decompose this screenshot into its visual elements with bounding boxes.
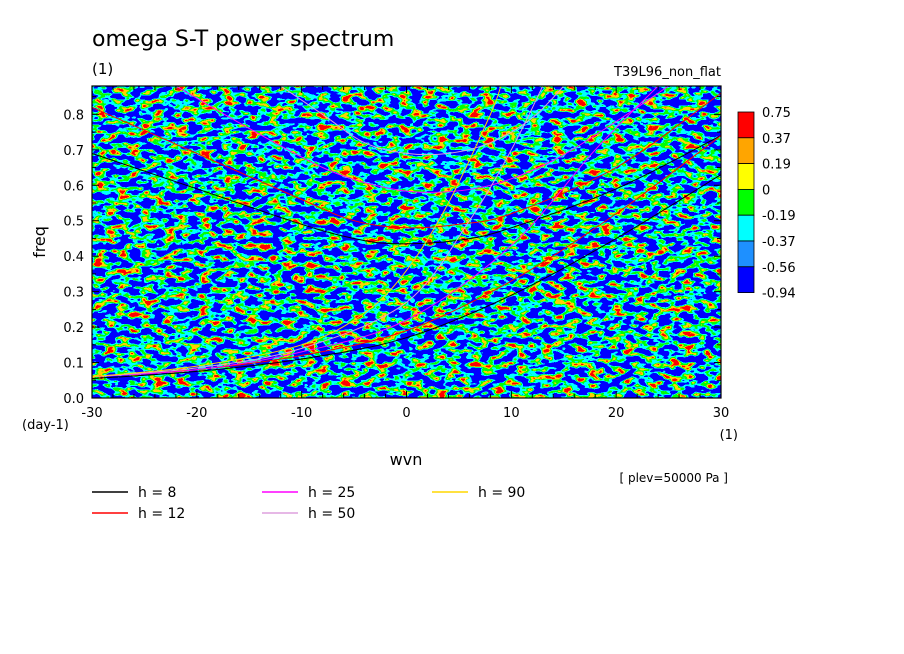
legend-label: h = 25: [308, 485, 355, 501]
colorbar-level-label: 0.19: [762, 158, 791, 173]
x-axis-unit: (1): [720, 428, 738, 443]
colorbar-level-label: 0.37: [762, 132, 791, 147]
dispersion-curve-3: [175, 86, 669, 193]
dispersion-curve-8: [92, 86, 544, 378]
dispersion-curves: [92, 86, 721, 379]
y-axis-label: freq: [30, 226, 49, 258]
y-axis: 0.0 0.1 0.2 0.3 0.4 0.5 0.6 0.7 0.8: [63, 96, 721, 407]
colorbar-level-label: -0.37: [762, 235, 796, 250]
y-tick-label: 0.2: [63, 321, 84, 336]
x-tick-label: -30: [81, 406, 102, 421]
colorbar-level-label: -0.56: [762, 261, 796, 276]
legend-label: h = 12: [138, 506, 185, 522]
chart-unit-label: (1): [92, 60, 113, 78]
dispersion-curve-4: [280, 86, 565, 156]
colorbar-swatch: [737, 163, 755, 190]
x-tick-label: 10: [503, 406, 520, 421]
run-label: T39L96_non_flat: [613, 65, 721, 80]
x-axis: -30 -20 -10 0 10 20 30: [81, 86, 729, 421]
y-tick-label: 0.5: [63, 215, 84, 230]
colorbar-swatch: [737, 214, 755, 242]
colorbar-level-label: -0.94: [762, 287, 796, 302]
y-tick-label: 0.7: [63, 144, 84, 159]
x-tick-label: -10: [291, 406, 312, 421]
colorbar-level-label: -0.19: [762, 209, 796, 224]
heatmap-field: [92, 86, 721, 398]
legend-label: h = 8: [138, 485, 176, 501]
y-tick-label: 0.8: [63, 108, 84, 123]
colorbar-swatch: [737, 188, 755, 216]
colorbar: 0.75 0.37 0.19 0 -0.19 -0.37 -0.56 -0.94: [737, 106, 796, 302]
colorbar-swatch: [737, 111, 755, 139]
dispersion-curve-7: [92, 86, 659, 378]
x-tick-label: 30: [713, 406, 730, 421]
level-note: [ plev=50000 Pa ]: [619, 471, 728, 485]
legend-label: h = 90: [478, 485, 525, 501]
x-tick-label: 0: [402, 406, 410, 421]
dispersion-curve-2: [92, 92, 721, 229]
x-axis-label: wvn: [390, 450, 423, 469]
colorbar-swatch: [737, 266, 755, 293]
colorbar-swatch: [737, 240, 755, 268]
dispersion-curve-5: [92, 174, 721, 379]
x-tick-label: 20: [608, 406, 625, 421]
colorbar-level-label: 0: [762, 183, 770, 198]
y-axis-unit: (day-1): [22, 418, 69, 433]
y-tick-label: 0.0: [63, 392, 84, 407]
y-tick-label: 0.6: [63, 179, 84, 194]
colorbar-swatch: [737, 137, 755, 165]
dispersion-curve-1: [92, 135, 721, 245]
legend: h = 8 h = 12 h = 25 h = 50 h = 90: [92, 485, 525, 522]
y-tick-label: 0.1: [63, 357, 84, 372]
y-tick-label: 0.4: [63, 250, 84, 265]
y-tick-label: 0.3: [63, 286, 84, 301]
colorbar-level-label: 0.75: [762, 106, 791, 121]
plot-area: [91, 85, 722, 399]
x-tick-label: -20: [186, 406, 207, 421]
legend-label: h = 50: [308, 506, 355, 522]
chart-title: omega S-T power spectrum: [92, 27, 394, 52]
dispersion-curve-9: [92, 86, 502, 378]
